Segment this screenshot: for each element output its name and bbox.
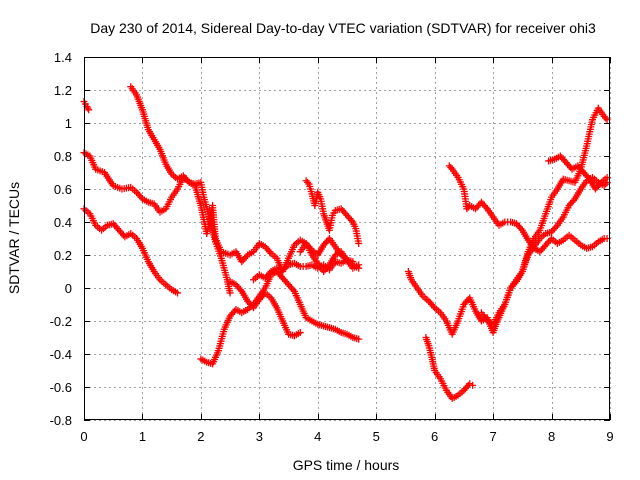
y-tick-label: 0 [65,281,72,296]
data-point [304,178,312,186]
series-track-n [545,152,611,193]
x-axis-label: GPS time / hours [293,457,400,473]
data-point [596,180,604,188]
x-tick-label: 7 [489,429,496,444]
data-point [85,106,93,114]
data-point [447,164,455,172]
series-track-c [80,205,182,297]
y-tick-label: -0.4 [50,347,72,362]
x-tick-label: 4 [314,429,321,444]
data-point [355,239,363,247]
y-axis-label: SDTVAR / TECUs [6,182,22,294]
series-track-f [226,277,304,340]
x-tick-label: 9 [606,429,613,444]
chart-title: Day 230 of 2014, Sidereal Day-to-day VTE… [90,20,596,36]
series-track-a [80,98,93,114]
series-track-k [422,334,477,403]
data-point [355,261,363,269]
y-tick-label: 0.2 [54,248,72,263]
data-point [602,114,610,122]
data-point [289,286,297,294]
x-tick-label: 6 [431,429,438,444]
series-track-g [249,256,357,284]
series-track-m [477,173,611,328]
y-tick-label: -0.8 [50,413,72,428]
series-track-l [445,162,611,256]
data-point [482,203,490,211]
data-point [469,381,477,389]
x-tick-label: 1 [139,429,146,444]
x-tick-label: 2 [197,429,204,444]
x-tick-label: 5 [373,429,380,444]
data-point [226,289,234,297]
data-point [84,104,92,112]
series-track-i [296,239,363,275]
y-tick-label: 1.4 [54,50,72,65]
y-tick-label: 0.4 [54,215,72,230]
x-tick-label: 0 [80,429,87,444]
data-point [517,225,525,233]
data-point [174,289,182,297]
x-tick-label: 8 [548,429,555,444]
series-track-h [302,177,363,247]
data-point [324,263,332,271]
x-tick-labels: 0 1 2 3 4 5 6 7 8 9 [80,429,613,444]
data-point [296,329,304,337]
data-point [584,173,592,181]
y-tick-labels: -0.8 -0.6 -0.4 -0.2 0 0.2 0.4 0.6 0.8 1 1.2 1.4 [50,50,72,428]
data-point [236,286,244,294]
y-tick-label: 1 [65,116,72,131]
data-point [429,302,437,310]
y-tick-label: 0.6 [54,182,72,197]
data-point [569,197,577,205]
data-point [355,335,363,343]
data-point [266,248,274,256]
plot-frame [84,57,610,420]
y-tick-label: -0.2 [50,314,72,329]
y-tick-label: -0.6 [50,380,72,395]
y-tick-label: 1.2 [54,83,72,98]
data-point [347,216,355,224]
x-tick-label: 3 [256,429,263,444]
grid [84,57,611,421]
data-point [552,223,560,231]
y-tick-label: 0.8 [54,149,72,164]
series-track-d [127,83,234,297]
data-series [80,83,611,403]
